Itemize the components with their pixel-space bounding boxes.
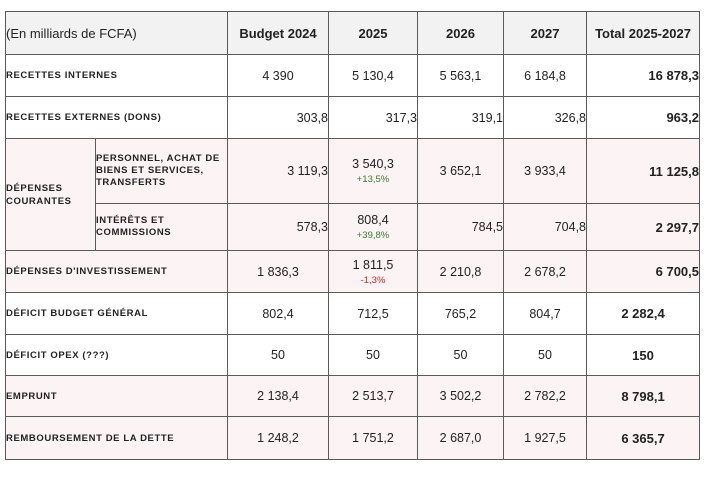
cell-total: 6 365,7 — [586, 416, 700, 460]
cell-total: 150 — [586, 334, 700, 376]
value-2025: 1 811,5 — [352, 257, 394, 272]
table-row-recettes-externes: RECETTES EXTERNES (DONS) 303,8 317,3 319… — [5, 96, 700, 139]
row-label: RECETTES EXTERNES (DONS) — [5, 96, 228, 139]
cell-2027: 326,8 — [503, 96, 587, 139]
cell-2025: 50 — [328, 334, 418, 376]
row-sublabel: PERSONNEL, ACHAT DE BIENS ET SERVICES, T… — [95, 138, 228, 204]
cell-budget-2024: 802,4 — [227, 292, 329, 335]
cell-2026: 3 502,2 — [417, 375, 504, 417]
row-label: DÉPENSES D'INVESTISSEMENT — [5, 250, 228, 293]
cell-2026: 3 652,1 — [417, 138, 504, 204]
cell-budget-2024: 50 — [227, 334, 329, 376]
delta-2025: +39,8% — [356, 230, 390, 241]
cell-2026: 784,5 — [417, 203, 504, 251]
table-row-interets: INTÉRÊTS ET COMMISSIONS 578,3 808,4 +39,… — [6, 203, 700, 251]
cell-2027: 3 933,4 — [503, 138, 587, 204]
header-2026: 2026 — [417, 11, 504, 55]
cell-2027: 1 927,5 — [503, 416, 587, 460]
cell-2025: 5 130,4 — [328, 54, 418, 97]
row-label: RECETTES INTERNES — [5, 54, 228, 97]
delta-2025: -1,3% — [360, 274, 386, 286]
table-row-personnel: DÉPENSES COURANTES PERSONNEL, ACHAT DE B… — [5, 138, 700, 251]
row-sublabel: INTÉRÊTS ET COMMISSIONS — [95, 203, 228, 251]
cell-2027: 6 184,8 — [503, 54, 587, 97]
cell-2026: 2 687,0 — [417, 416, 504, 460]
table-row-deficit-budget: DÉFICIT BUDGET GÉNÉRAL 802,4 712,5 765,2… — [5, 292, 700, 335]
cell-2025: 3 540,3 +13,5% — [328, 138, 418, 204]
cell-total: 8 798,1 — [586, 375, 700, 417]
header-2025: 2025 — [328, 11, 418, 55]
cell-budget-2024: 2 138,4 — [227, 375, 329, 417]
table-row-recettes-internes: RECETTES INTERNES 4 390 5 130,4 5 563,1 … — [5, 54, 700, 97]
cell-total: 2 282,4 — [586, 292, 700, 335]
cell-budget-2024: 303,8 — [227, 96, 329, 139]
cell-2027: 704,8 — [503, 203, 587, 251]
cell-budget-2024: 3 119,3 — [227, 138, 329, 204]
cell-budget-2024: 1 248,2 — [227, 416, 329, 460]
header-row: (En milliards de FCFA) Budget 2024 2025 … — [5, 11, 700, 55]
cell-2026: 50 — [417, 334, 504, 376]
delta-2025: +13,5% — [356, 174, 390, 185]
value-2025: 808,4 — [357, 213, 389, 227]
cell-total: 11 125,8 — [586, 138, 700, 204]
cell-2025: 1 751,2 — [328, 416, 418, 460]
cell-total: 963,2 — [586, 96, 700, 139]
cell-2025: 712,5 — [328, 292, 418, 335]
cell-2027: 2 782,2 — [503, 375, 587, 417]
header-total: Total 2025-2027 — [586, 11, 700, 55]
cell-2025: 2 513,7 — [328, 375, 418, 417]
value-2025: 3 540,3 — [352, 157, 394, 171]
table-row-emprunt: EMPRUNT 2 138,4 2 513,7 3 502,2 2 782,2 … — [5, 375, 700, 417]
cell-2027: 50 — [503, 334, 587, 376]
cell-total: 16 878,3 — [586, 54, 700, 97]
budget-table: (En milliards de FCFA) Budget 2024 2025 … — [5, 11, 700, 460]
cell-budget-2024: 4 390 — [227, 54, 329, 97]
cell-budget-2024: 1 836,3 — [227, 250, 329, 293]
cell-budget-2024: 578,3 — [227, 203, 329, 251]
cell-2025: 1 811,5 -1,3% — [328, 250, 418, 293]
row-label: REMBOURSEMENT DE LA DETTE — [5, 416, 228, 460]
cell-2027: 2 678,2 — [503, 250, 587, 293]
row-label-depenses-courantes: DÉPENSES COURANTES — [5, 138, 96, 251]
cell-2026: 5 563,1 — [417, 54, 504, 97]
cell-2026: 2 210,8 — [417, 250, 504, 293]
cell-2026: 765,2 — [417, 292, 504, 335]
cell-total: 6 700,5 — [586, 250, 700, 293]
cell-2025: 317,3 — [328, 96, 418, 139]
header-budget-2024: Budget 2024 — [227, 11, 329, 55]
cell-total: 2 297,7 — [586, 203, 700, 251]
cell-2025: 808,4 +39,8% — [328, 203, 418, 251]
row-label: DÉFICIT BUDGET GÉNÉRAL — [5, 292, 228, 335]
row-label: DÉFICIT OPEX (???) — [5, 334, 228, 376]
cell-2027: 804,7 — [503, 292, 587, 335]
table-row-remboursement: REMBOURSEMENT DE LA DETTE 1 248,2 1 751,… — [5, 416, 700, 460]
cell-2026: 319,1 — [417, 96, 504, 139]
table-row-investissement: DÉPENSES D'INVESTISSEMENT 1 836,3 1 811,… — [5, 250, 700, 293]
table-row-deficit-opex: DÉFICIT OPEX (???) 50 50 50 50 150 — [5, 334, 700, 376]
row-label: EMPRUNT — [5, 375, 228, 417]
header-2027: 2027 — [503, 11, 587, 55]
header-unit: (En milliards de FCFA) — [5, 11, 228, 55]
